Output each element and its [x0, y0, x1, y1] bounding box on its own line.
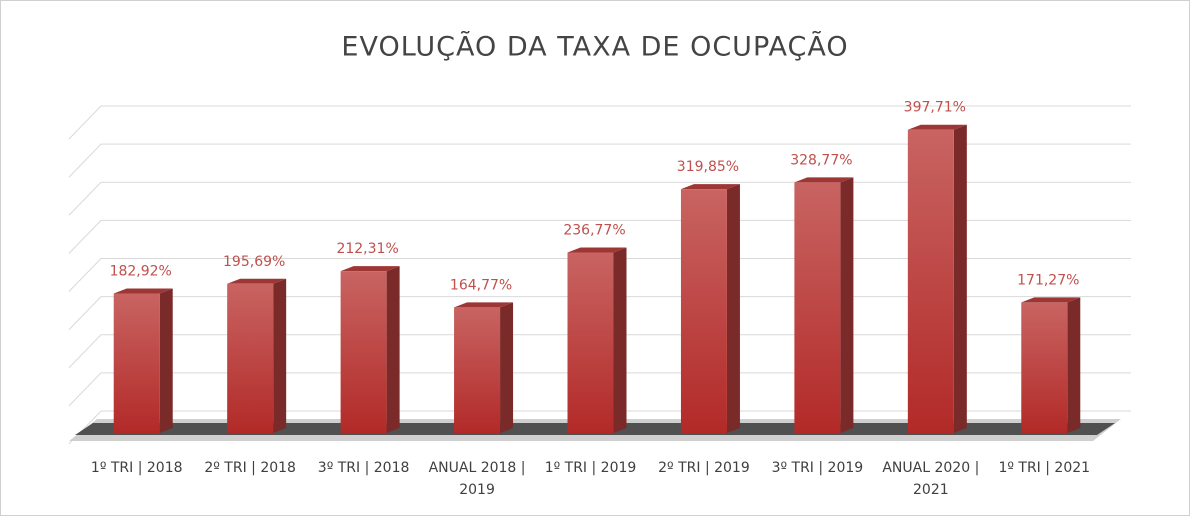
bar-side — [386, 266, 400, 433]
bar-side — [273, 278, 287, 433]
x-tick-label: ANUAL 2020 | 2021 — [882, 460, 980, 498]
data-label: 195,69% — [223, 254, 285, 270]
bar-top — [567, 247, 627, 253]
data-label: 212,31% — [336, 241, 398, 257]
x-tick-label: 1º TRI | 2021 — [998, 460, 1091, 476]
bar-top — [340, 266, 400, 272]
bar-side — [613, 247, 627, 433]
data-label: 182,92% — [110, 264, 172, 280]
data-label: 397,71% — [904, 100, 966, 116]
bar — [567, 252, 614, 433]
grid-line — [68, 143, 1131, 178]
bar-top — [454, 302, 514, 308]
data-label: 164,77% — [450, 277, 512, 293]
grid-line — [68, 372, 1131, 407]
x-tick-label: 3º TRI | 2018 — [317, 460, 410, 476]
x-tick-label: 1º TRI | 2018 — [90, 460, 183, 476]
x-tick-label: 3º TRI | 2019 — [771, 460, 864, 476]
x-tick-label: 1º TRI | 2019 — [544, 460, 637, 476]
bar — [1021, 302, 1068, 433]
grid-line — [68, 334, 1131, 369]
x-tick-label: ANUAL 2018 | 2019 — [428, 460, 526, 498]
grid-line — [68, 105, 1131, 140]
bar — [340, 271, 387, 433]
bar-side — [159, 288, 173, 433]
bar-top — [113, 288, 173, 294]
bar — [680, 189, 727, 433]
bar-top — [1021, 297, 1081, 303]
x-tick-label: 2º TRI | 2019 — [658, 460, 750, 476]
bar — [454, 307, 501, 433]
bar — [907, 129, 954, 433]
bar-top — [794, 177, 854, 183]
data-label: 171,27% — [1017, 272, 1079, 288]
grid-line — [68, 181, 1131, 216]
bar-top — [907, 124, 967, 130]
grid-line — [68, 219, 1131, 254]
data-label: 319,85% — [677, 159, 739, 175]
grid-line — [68, 296, 1131, 330]
bar-top — [680, 184, 740, 190]
bar-side — [1067, 297, 1081, 433]
data-label: 328,77% — [790, 152, 852, 168]
bar — [227, 283, 274, 433]
bar — [113, 293, 160, 433]
bar-side — [500, 302, 514, 433]
bar-side — [953, 124, 967, 433]
x-tick-label: 2º TRI | 2018 — [204, 460, 296, 476]
bar-side — [726, 184, 740, 433]
bar-side — [840, 177, 854, 433]
grid-line — [68, 258, 1131, 292]
chart-title: EVOLUÇÃO DA TAXA DE OCUPAÇÃO — [341, 31, 848, 63]
data-label: 236,77% — [563, 222, 625, 238]
bar-top — [227, 278, 287, 284]
bar — [794, 182, 841, 433]
